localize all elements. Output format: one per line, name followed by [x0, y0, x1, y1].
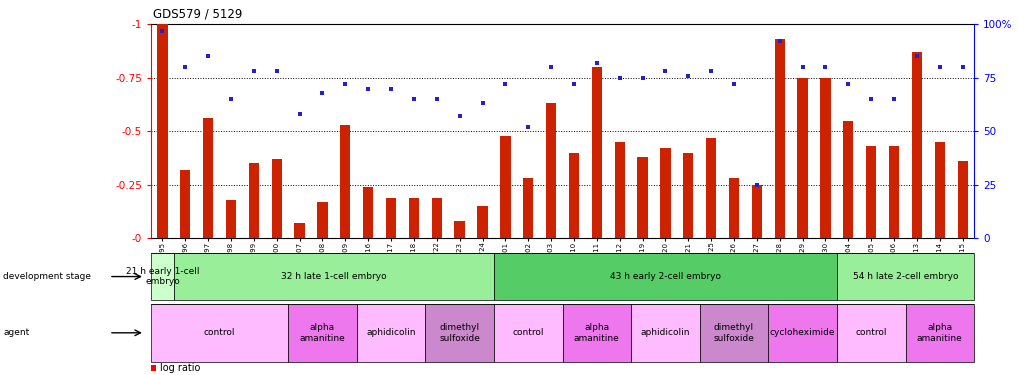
- Text: control: control: [855, 328, 887, 338]
- Bar: [157, 24, 167, 238]
- Bar: [613, 142, 625, 238]
- Bar: [249, 164, 259, 238]
- Bar: [294, 223, 305, 238]
- Bar: [477, 206, 487, 238]
- Text: agent: agent: [3, 328, 30, 338]
- Bar: [499, 135, 511, 238]
- Bar: [271, 159, 281, 238]
- Bar: [888, 146, 899, 238]
- Bar: [173, 253, 493, 300]
- Bar: [637, 157, 647, 238]
- Bar: [659, 148, 669, 238]
- Bar: [767, 304, 836, 362]
- Text: aphidicolin: aphidicolin: [366, 328, 416, 338]
- Bar: [493, 304, 562, 362]
- Bar: [933, 142, 944, 238]
- Bar: [843, 121, 853, 238]
- Bar: [454, 221, 465, 238]
- Text: log ratio: log ratio: [160, 363, 200, 373]
- Text: GDS579 / 5129: GDS579 / 5129: [153, 8, 243, 21]
- Bar: [819, 78, 829, 238]
- Bar: [151, 304, 288, 362]
- Bar: [151, 253, 173, 300]
- Bar: [699, 304, 767, 362]
- Text: 54 h late 2-cell embryo: 54 h late 2-cell embryo: [852, 272, 957, 281]
- Text: aphidicolin: aphidicolin: [640, 328, 690, 338]
- Bar: [729, 178, 739, 238]
- Bar: [523, 178, 533, 238]
- Bar: [705, 138, 715, 238]
- Text: 21 h early 1-cell
embryо: 21 h early 1-cell embryо: [125, 267, 199, 286]
- Bar: [773, 39, 785, 238]
- Bar: [562, 304, 631, 362]
- Text: cycloheximide: cycloheximide: [769, 328, 835, 338]
- Bar: [317, 202, 327, 238]
- Bar: [836, 304, 905, 362]
- Bar: [339, 125, 351, 238]
- Text: alpha
amanitine: alpha amanitine: [916, 323, 962, 342]
- Bar: [363, 187, 373, 238]
- Text: 43 h early 2-cell embryo: 43 h early 2-cell embryo: [609, 272, 720, 281]
- Text: development stage: development stage: [3, 272, 91, 281]
- Bar: [425, 304, 493, 362]
- Bar: [683, 153, 693, 238]
- Bar: [865, 146, 875, 238]
- Text: dimethyl
sulfoxide: dimethyl sulfoxide: [439, 323, 480, 342]
- Bar: [905, 304, 973, 362]
- Bar: [797, 78, 807, 238]
- Bar: [203, 118, 213, 238]
- Bar: [751, 185, 761, 238]
- Text: alpha
amanitine: alpha amanitine: [300, 323, 345, 342]
- Bar: [631, 304, 699, 362]
- Bar: [225, 200, 236, 238]
- Text: alpha
amanitine: alpha amanitine: [574, 323, 620, 342]
- Bar: [569, 153, 579, 238]
- Bar: [836, 253, 973, 300]
- Bar: [288, 304, 357, 362]
- Text: dimethyl
sulfoxide: dimethyl sulfoxide: [713, 323, 754, 342]
- Bar: [431, 198, 441, 238]
- Bar: [493, 253, 836, 300]
- Bar: [545, 104, 555, 238]
- Bar: [385, 198, 395, 238]
- Text: 32 h late 1-cell embryo: 32 h late 1-cell embryo: [281, 272, 386, 281]
- Bar: [591, 67, 601, 238]
- Text: control: control: [204, 328, 235, 338]
- Bar: [957, 161, 967, 238]
- Bar: [911, 52, 921, 238]
- Bar: [357, 304, 425, 362]
- Bar: [409, 198, 419, 238]
- Bar: [180, 170, 191, 238]
- Text: control: control: [512, 328, 543, 338]
